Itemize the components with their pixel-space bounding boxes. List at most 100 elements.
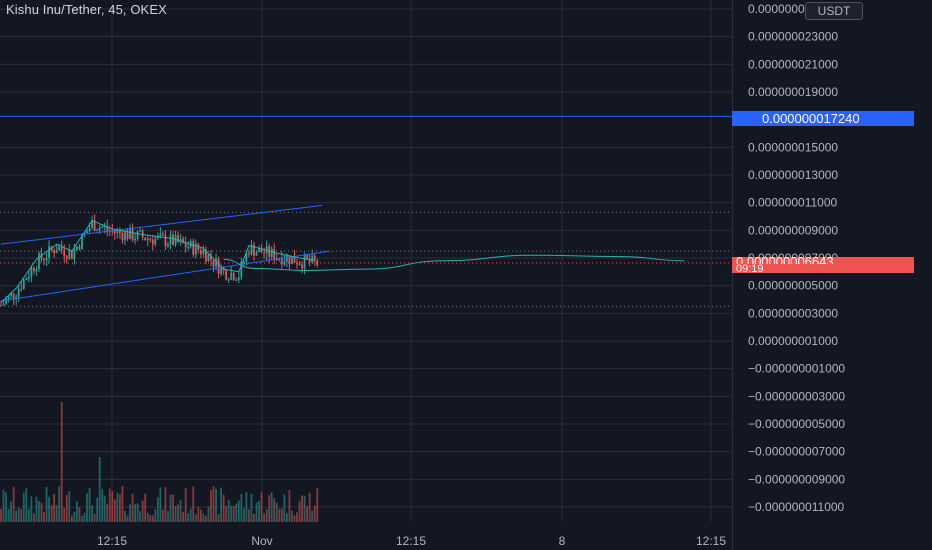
volume-bar — [159, 487, 162, 522]
candle-body — [245, 253, 248, 262]
volume-bar — [273, 498, 276, 522]
currency-badge[interactable]: USDT — [805, 2, 863, 20]
volume-bar — [141, 500, 144, 522]
candle-body — [60, 246, 63, 250]
y-tick-label: 0.000000005000 — [748, 279, 838, 293]
volume-bar — [232, 506, 235, 522]
volume-bar — [35, 496, 38, 522]
candle-body — [202, 249, 205, 255]
volume-bar — [288, 489, 291, 522]
volume-bar — [187, 513, 190, 522]
volume-bar — [121, 486, 124, 522]
volume-bar — [263, 513, 266, 522]
volume-bar — [248, 509, 250, 522]
candle-body — [265, 246, 268, 254]
candle-body — [169, 234, 172, 245]
candle-body — [240, 262, 243, 278]
x-tick-label: 12:15 — [396, 534, 426, 548]
candle-body — [146, 238, 149, 241]
candle-body — [298, 264, 301, 266]
candle-body — [83, 232, 86, 235]
candle-body — [7, 295, 10, 300]
volume-bar — [240, 493, 243, 522]
candle-body — [156, 235, 159, 239]
volume-bar — [0, 508, 2, 522]
trend-channel-line — [0, 250, 330, 302]
candle-body — [303, 254, 306, 269]
candle-body — [129, 227, 131, 240]
volume-bar — [225, 506, 228, 522]
volume-bar — [5, 492, 7, 522]
y-tick-label: 0.000000001000 — [748, 334, 838, 348]
bar-countdown: 09:19 — [736, 263, 764, 275]
forecast-curve — [223, 254, 685, 271]
candle-body — [68, 250, 71, 259]
volume-bar — [250, 494, 253, 522]
volume-bar — [113, 499, 116, 522]
volume-bar — [17, 507, 20, 522]
candle-body — [167, 244, 169, 246]
candle-body — [96, 230, 99, 232]
volume-bar — [65, 495, 68, 522]
volume-bar — [220, 487, 223, 522]
candle-body — [280, 258, 283, 265]
volume-bar — [88, 488, 91, 522]
candle-body — [192, 241, 195, 255]
volume-bar — [12, 486, 15, 522]
y-tick-label: 0.000000023000 — [748, 30, 838, 44]
candle-body — [174, 235, 177, 245]
volume-bar — [242, 508, 245, 522]
volume-bar — [55, 505, 58, 522]
volume-bar — [156, 497, 159, 522]
volume-bar — [245, 492, 248, 522]
candle-body — [93, 220, 96, 231]
volume-bar — [96, 497, 99, 522]
volume-bar — [154, 509, 157, 522]
volume-bar — [45, 486, 48, 522]
y-tick-label: −0.000000001000 — [748, 362, 845, 376]
candle-body — [194, 243, 197, 255]
candle-body — [35, 269, 38, 272]
candle-body — [27, 277, 30, 279]
volume-bar — [15, 510, 18, 522]
volume-bar — [169, 494, 172, 522]
candle-body — [131, 227, 134, 241]
candle-body — [101, 227, 104, 229]
volume-bar — [268, 495, 271, 522]
candle-body — [212, 259, 215, 267]
candle-body — [273, 248, 276, 261]
candle-body — [20, 288, 23, 290]
candle-body — [237, 277, 240, 281]
volume-bar — [48, 496, 50, 522]
volume-bar — [230, 505, 233, 522]
volume-bar — [265, 509, 268, 522]
volume-bar — [313, 505, 316, 522]
candle-body — [25, 278, 28, 280]
x-tick-label: 12:15 — [696, 534, 726, 548]
candle-body — [217, 258, 220, 274]
candle-body — [30, 267, 33, 278]
candle-body — [225, 270, 228, 280]
volume-bar — [194, 514, 197, 522]
candle-body — [65, 256, 68, 259]
volume-bar — [136, 503, 139, 522]
candle-body — [113, 231, 116, 234]
candle-body — [207, 254, 210, 262]
candle-body — [124, 231, 126, 241]
volume-bar — [255, 502, 258, 522]
candle-body — [184, 242, 187, 248]
moving-average-line — [0, 220, 315, 303]
candle-body — [17, 288, 20, 297]
candle-body — [242, 261, 245, 263]
candle-body — [250, 244, 253, 255]
candle-body — [2, 303, 5, 306]
candle-body — [12, 293, 15, 299]
volume-bar — [30, 496, 33, 522]
volume-bar — [139, 511, 142, 522]
volume-bar — [151, 515, 154, 522]
volume-bar — [184, 488, 187, 522]
volume-bar — [32, 513, 35, 522]
volume-bar — [91, 505, 93, 522]
